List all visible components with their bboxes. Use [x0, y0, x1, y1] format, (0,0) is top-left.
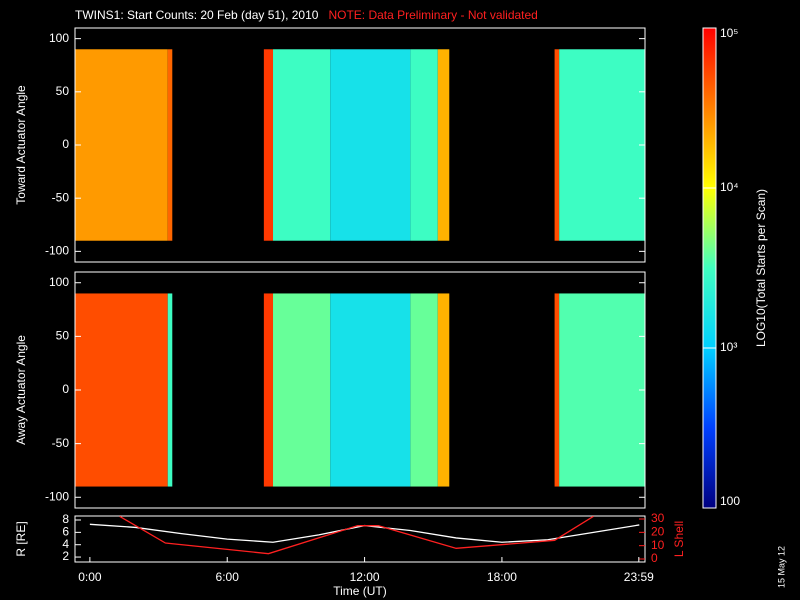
x-tick-label: 12:00 [350, 570, 380, 584]
y-tick-label: 20 [651, 525, 665, 539]
series-line [119, 516, 594, 555]
x-axis-label: Time (UT) [333, 584, 387, 598]
heat-cell [263, 293, 274, 487]
y-tick-label: 30 [651, 511, 665, 525]
y-tick-label: 6 [62, 525, 69, 539]
heat-cell [437, 49, 450, 241]
heat-cell [75, 49, 168, 241]
x-tick-label: 18:00 [487, 570, 517, 584]
frame [74, 515, 646, 563]
heat-cell [273, 49, 331, 241]
y-axis-label: Toward Actuator Angle [14, 85, 28, 205]
heat-cell [410, 293, 438, 487]
colorbar-tick-label: 10⁴ [720, 180, 739, 194]
date-stamp: 15 May 12 [776, 546, 786, 588]
y-tick-label: 50 [56, 329, 70, 343]
colorbar-label: LOG10(Total Starts per Scan) [754, 189, 768, 347]
y-tick-label: -100 [45, 244, 69, 258]
y2-axis-label: L Shell [672, 521, 686, 557]
heat-cell [330, 293, 411, 487]
heat-cell [554, 49, 560, 241]
colorbar-tick-label: 10⁵ [720, 26, 738, 40]
x-tick-label: 23:59 [624, 570, 654, 584]
heat-cell [554, 293, 560, 487]
y-tick-label: 2 [62, 549, 69, 563]
title: TWINS1: Start Counts: 20 Feb (day 51), 2… [75, 8, 319, 22]
y-tick-label: 0 [62, 382, 69, 396]
note: NOTE: Data Preliminary - Not validated [328, 8, 537, 22]
colorbar-tick-label: 100 [720, 494, 740, 508]
y-tick-label: -50 [52, 436, 70, 450]
heat-cell [330, 49, 411, 241]
y-axis-label: Away Actuator Angle [14, 335, 28, 445]
colorbar-tick-label: 10³ [720, 340, 737, 354]
y-tick-label: 0 [651, 551, 658, 565]
y-tick-label: 50 [56, 84, 70, 98]
x-tick-label: 6:00 [216, 570, 240, 584]
heat-cell [559, 293, 645, 487]
y-tick-label: 8 [62, 512, 69, 526]
y-tick-label: 100 [49, 31, 69, 45]
x-tick-label: 0:00 [78, 570, 102, 584]
chart-title: TWINS1: Start Counts: 20 Feb (day 51), 2… [75, 8, 538, 22]
heat-cell [273, 293, 331, 487]
heat-cell [167, 293, 173, 487]
heat-cell [167, 49, 173, 241]
heat-cell [559, 49, 645, 241]
colorbar [702, 27, 717, 509]
y-tick-label: 10 [651, 538, 665, 552]
heat-cell [410, 49, 438, 241]
heat-cell [75, 293, 168, 487]
y-tick-label: 100 [49, 275, 69, 289]
y-tick-label: 0 [62, 137, 69, 151]
heat-cell [437, 293, 450, 487]
y-tick-label: 4 [62, 537, 69, 551]
y-axis-label: R [RE] [14, 521, 28, 556]
heat-cell [263, 49, 274, 241]
y-tick-label: -100 [45, 489, 69, 503]
y-tick-label: -50 [52, 190, 70, 204]
